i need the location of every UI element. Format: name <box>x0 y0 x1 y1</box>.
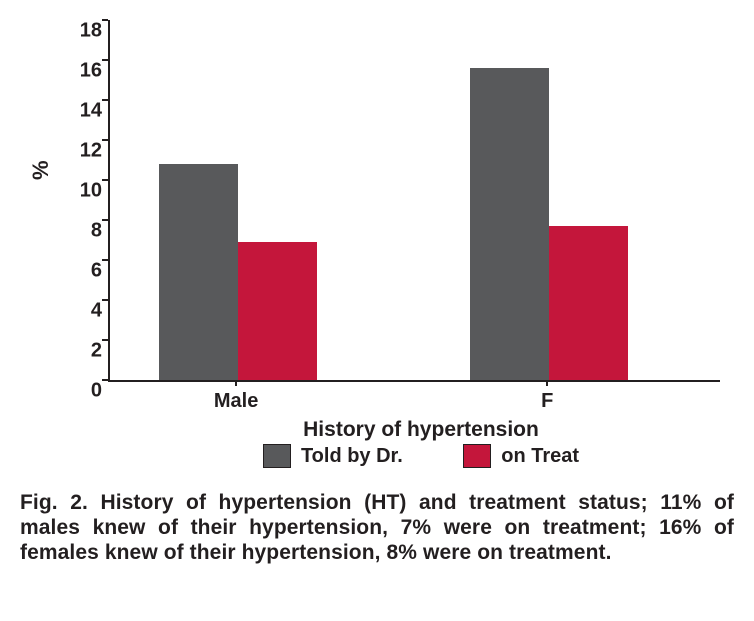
y-tick-label: 2 <box>42 340 102 363</box>
y-tick-label: 12 <box>42 140 102 163</box>
legend: Told by Dr. on Treat <box>20 444 734 473</box>
figure-caption: Fig. 2. History of hypertension (HT) and… <box>20 491 734 565</box>
y-tick-label: 0 <box>42 380 102 403</box>
y-tick-mark <box>102 59 108 61</box>
chart-area: % History of hypertension 0 2 4 6 8 10 12 14 16 1… <box>20 10 734 440</box>
x-tick-mark <box>235 380 237 386</box>
y-tick-mark <box>102 179 108 181</box>
y-tick-label: 4 <box>42 300 102 323</box>
y-tick-mark <box>102 259 108 261</box>
bar-told-by-dr--male <box>159 164 238 380</box>
y-axis-label: % <box>28 160 54 180</box>
legend-label: on Treat <box>501 445 579 468</box>
y-tick-mark <box>102 99 108 101</box>
y-tick-mark <box>102 339 108 341</box>
y-tick-mark <box>102 139 108 141</box>
y-tick-label: 14 <box>42 100 102 123</box>
x-tick-label: F <box>541 390 553 413</box>
bar-told-by-dr--f <box>470 68 549 380</box>
y-tick-mark <box>102 379 108 381</box>
y-tick-mark <box>102 219 108 221</box>
legend-item-on-treat: on Treat <box>463 444 579 468</box>
y-tick-label: 8 <box>42 220 102 243</box>
y-tick-label: 18 <box>42 20 102 43</box>
bar-on-treat-male <box>238 242 317 380</box>
legend-item-told-by-dr: Told by Dr. <box>263 444 403 468</box>
legend-swatch-on-treat <box>463 444 491 468</box>
legend-swatch-told-by-dr <box>263 444 291 468</box>
x-tick-mark <box>546 380 548 386</box>
y-tick-label: 6 <box>42 260 102 283</box>
y-tick-mark <box>102 19 108 21</box>
y-tick-mark <box>102 299 108 301</box>
legend-label: Told by Dr. <box>301 445 403 468</box>
bar-on-treat-f <box>549 226 628 380</box>
y-tick-label: 10 <box>42 180 102 203</box>
x-tick-label: Male <box>214 390 258 413</box>
figure-container: % History of hypertension 0 2 4 6 8 10 12 14 16 1… <box>0 0 754 621</box>
plot-area <box>108 20 720 382</box>
y-tick-label: 16 <box>42 60 102 83</box>
x-axis-label: History of hypertension <box>20 418 734 442</box>
